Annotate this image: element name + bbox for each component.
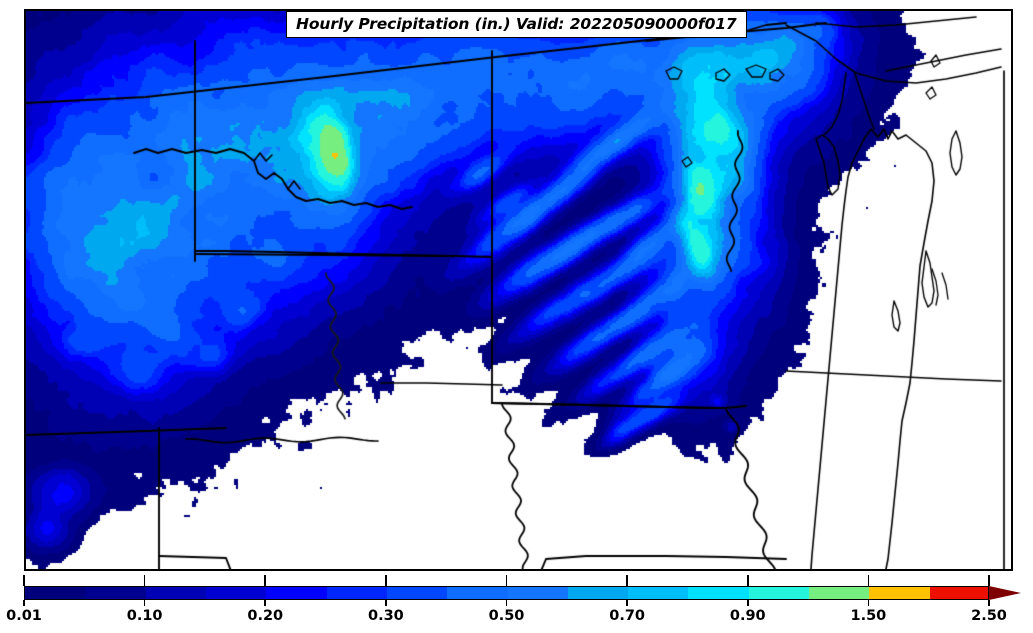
colorbar-tick: [385, 600, 387, 606]
colorbar-segment: [567, 587, 629, 599]
map-panel: [24, 9, 1013, 571]
colorbar-segment: [85, 587, 146, 599]
colorbar-tick-top: [626, 575, 628, 586]
colorbar-segment: [326, 587, 387, 599]
colorbar-segment: [266, 587, 327, 599]
colorbar-tick-top: [385, 575, 387, 586]
colorbar-segment: [809, 587, 870, 599]
colorbar-tick-label: 0.70: [609, 608, 646, 624]
colorbar-tick-label: 0.30: [367, 608, 404, 624]
colorbar-tick-label: 2.50: [971, 608, 1007, 624]
colorbar-tick-top: [867, 575, 870, 586]
colorbar-tick-top: [23, 575, 25, 586]
colorbar-segment: [628, 587, 689, 599]
colorbar-tick-label: 0.50: [488, 608, 525, 624]
map-title-text: Hourly Precipitation (in.) Valid: 202205…: [296, 15, 737, 33]
colorbar-tick-top: [746, 575, 749, 586]
colorbar-segment: [145, 587, 206, 599]
colorbar-gradient-bar: [24, 586, 989, 600]
colorbar-segment: [447, 587, 508, 599]
colorbar-tick: [264, 600, 267, 606]
colorbar-tick: [988, 600, 990, 606]
colorbar-segment: [205, 587, 267, 599]
colorbar-tick-top: [505, 575, 508, 586]
colorbar-tick-label: 1.50: [850, 608, 887, 624]
colorbar-tick: [505, 600, 508, 606]
colorbar-extend-arrow: [989, 586, 1021, 600]
precipitation-heatmap-canvas: [26, 11, 1011, 569]
colorbar-tick-label: 0.10: [126, 608, 163, 624]
colorbar-tick-label: 0.20: [247, 608, 284, 624]
colorbar: 0.01 0.10 0.20 0.30 0.50 0.70 0.90 1.50 2.50: [0, 575, 1033, 633]
colorbar-segment: [25, 587, 86, 599]
map-title-box: Hourly Precipitation (in.) Valid: 202205…: [286, 11, 747, 38]
colorbar-tick: [626, 600, 628, 606]
colorbar-segment: [386, 587, 448, 599]
colorbar-tick-top: [264, 575, 267, 586]
colorbar-tick: [746, 600, 749, 606]
colorbar-tick-top: [143, 575, 146, 586]
colorbar-segment: [748, 587, 810, 599]
colorbar-tick-top: [988, 575, 990, 586]
colorbar-tick: [23, 600, 25, 606]
colorbar-tick-label: 0.01: [6, 608, 42, 624]
colorbar-segment: [929, 587, 988, 599]
colorbar-tick-label: 0.90: [729, 608, 766, 624]
colorbar-segment: [688, 587, 749, 599]
colorbar-tick: [143, 600, 146, 606]
colorbar-segment: [869, 587, 930, 599]
colorbar-tick: [867, 600, 870, 606]
colorbar-segment: [507, 587, 568, 599]
